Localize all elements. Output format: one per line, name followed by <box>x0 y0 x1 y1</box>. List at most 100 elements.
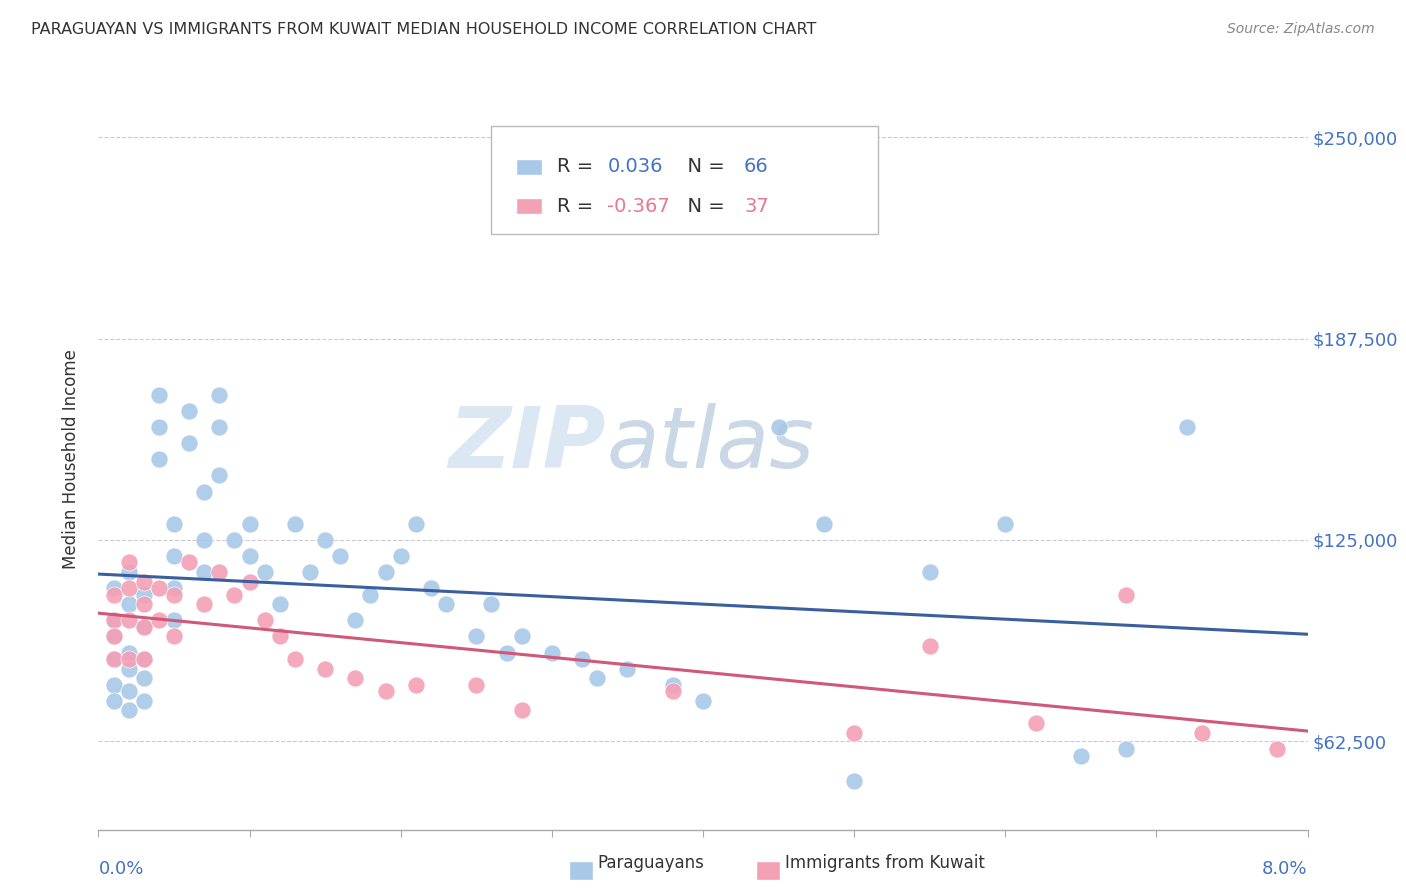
Point <box>179 436 201 450</box>
Point <box>510 703 533 717</box>
Point <box>918 639 941 653</box>
FancyBboxPatch shape <box>492 126 879 234</box>
FancyBboxPatch shape <box>516 198 543 214</box>
Point <box>239 574 262 589</box>
Point <box>1070 748 1092 763</box>
Point <box>434 597 457 611</box>
Point <box>103 694 125 708</box>
Point <box>314 533 336 547</box>
Point <box>360 588 382 602</box>
Point <box>1267 742 1289 756</box>
Point <box>224 588 246 602</box>
Point <box>510 629 533 643</box>
Point <box>103 581 125 595</box>
Point <box>163 629 186 643</box>
Point <box>118 613 141 627</box>
Text: 37: 37 <box>744 196 769 216</box>
Point <box>465 678 488 692</box>
Point <box>103 629 125 643</box>
Text: 8.0%: 8.0% <box>1263 860 1308 878</box>
Point <box>132 620 155 634</box>
Point <box>179 555 201 569</box>
Point <box>132 597 155 611</box>
Text: Paraguayans: Paraguayans <box>598 855 704 872</box>
Text: R =: R = <box>557 157 599 177</box>
Point <box>103 678 125 692</box>
Point <box>118 684 141 698</box>
Point <box>103 613 125 627</box>
Point <box>389 549 412 563</box>
Point <box>284 516 307 531</box>
Point <box>253 565 276 579</box>
Point <box>118 597 141 611</box>
Point <box>163 588 186 602</box>
Point <box>193 565 215 579</box>
Point <box>586 671 609 685</box>
Point <box>1175 420 1198 434</box>
Point <box>208 468 231 483</box>
Point <box>481 597 503 611</box>
Text: Immigrants from Kuwait: Immigrants from Kuwait <box>785 855 984 872</box>
Point <box>132 671 155 685</box>
Text: Source: ZipAtlas.com: Source: ZipAtlas.com <box>1227 22 1375 37</box>
Point <box>1191 726 1213 740</box>
Point <box>374 565 396 579</box>
Point <box>132 620 155 634</box>
Point <box>118 646 141 660</box>
Point <box>344 613 367 627</box>
Point <box>103 629 125 643</box>
Point <box>253 613 276 627</box>
Text: N =: N = <box>675 157 731 177</box>
FancyBboxPatch shape <box>516 159 543 175</box>
Point <box>374 684 396 698</box>
Point <box>103 652 125 666</box>
Point <box>768 420 790 434</box>
Point <box>329 549 352 563</box>
Point <box>103 613 125 627</box>
Point <box>193 484 215 499</box>
Point <box>465 629 488 643</box>
Point <box>118 555 141 569</box>
Point <box>405 678 427 692</box>
Point <box>813 516 835 531</box>
Point <box>918 565 941 579</box>
Point <box>269 629 291 643</box>
Point <box>179 404 201 418</box>
Point <box>103 588 125 602</box>
Point <box>132 652 155 666</box>
Point <box>299 565 322 579</box>
Point <box>118 652 141 666</box>
Point <box>239 549 262 563</box>
Point <box>616 662 638 676</box>
Point <box>118 662 141 676</box>
Point <box>495 646 517 660</box>
Point <box>208 420 231 434</box>
Point <box>148 420 170 434</box>
Text: R =: R = <box>557 196 599 216</box>
Text: N =: N = <box>675 196 731 216</box>
Point <box>208 388 231 402</box>
Text: 0.0%: 0.0% <box>98 860 143 878</box>
Point <box>163 581 186 595</box>
Point <box>284 652 307 666</box>
Point <box>118 565 141 579</box>
Point <box>148 452 170 467</box>
Point <box>405 516 427 531</box>
Y-axis label: Median Household Income: Median Household Income <box>62 350 80 569</box>
Point <box>132 652 155 666</box>
Text: ZIP: ZIP <box>449 403 606 486</box>
Text: atlas: atlas <box>606 403 814 486</box>
Point <box>314 662 336 676</box>
Point <box>692 694 714 708</box>
Point <box>540 646 562 660</box>
Point <box>571 652 593 666</box>
Point <box>239 516 262 531</box>
Point <box>1115 588 1137 602</box>
Point <box>163 613 186 627</box>
Point <box>1115 742 1137 756</box>
Point <box>132 574 155 589</box>
Point <box>148 581 170 595</box>
Point <box>148 388 170 402</box>
Point <box>118 581 141 595</box>
Point <box>118 703 141 717</box>
